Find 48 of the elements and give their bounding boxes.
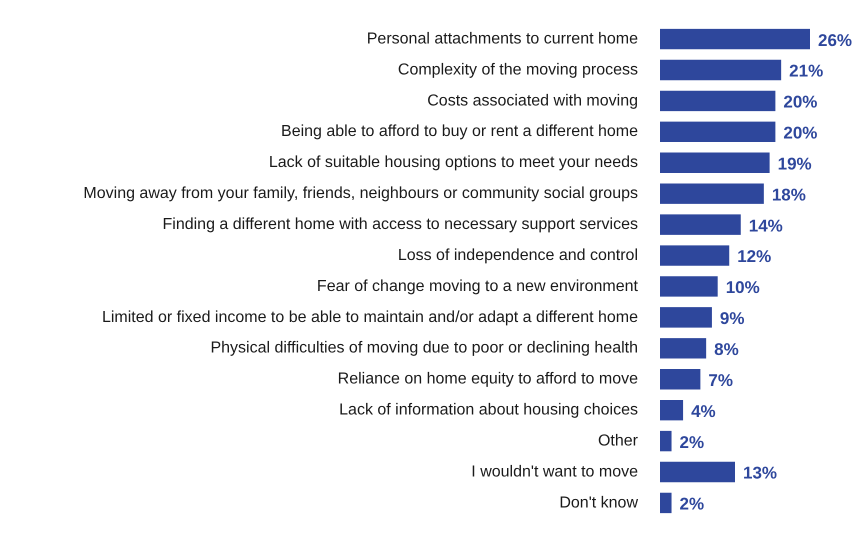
data-label: 20% xyxy=(783,124,818,143)
bar xyxy=(660,214,741,235)
y-tick-label: Don't know xyxy=(559,494,638,512)
data-label: 26% xyxy=(818,30,852,50)
y-tick-label: Reliance on home equity to afford to move xyxy=(338,370,638,388)
y-tick-label: Loss of independence and control xyxy=(398,246,638,264)
y-tick-label: Lack of information about housing choices xyxy=(339,402,638,419)
y-tick-label: Fear of change moving to a new environment xyxy=(316,278,639,295)
data-label: 10% xyxy=(726,278,760,298)
bar xyxy=(660,430,672,452)
y-tick-label: Complexity of the moving process xyxy=(398,61,638,78)
y-tick-label: Finding a different home with access to necessary support services xyxy=(162,216,638,234)
bar xyxy=(660,28,810,50)
data-label: 13% xyxy=(743,464,778,483)
bar xyxy=(660,492,672,514)
data-label: 20% xyxy=(783,92,818,112)
bar xyxy=(660,122,776,142)
data-label: 2% xyxy=(680,432,704,452)
data-label: 9% xyxy=(720,309,744,328)
data-label: 2% xyxy=(680,494,704,514)
bar xyxy=(660,276,718,297)
bar xyxy=(660,400,684,420)
bar xyxy=(660,338,706,359)
bar xyxy=(660,369,700,390)
y-tick-label: Personal attachments to current home xyxy=(366,30,638,48)
data-label: 4% xyxy=(691,402,716,421)
y-tick-label: I wouldn't want to move xyxy=(471,463,638,480)
bar xyxy=(660,60,782,80)
data-label: 7% xyxy=(708,370,733,390)
bar xyxy=(660,183,764,204)
bar xyxy=(660,307,712,328)
data-label: 18% xyxy=(772,185,806,204)
y-tick-label: Being able to afford to buy or rent a different home xyxy=(281,123,638,140)
y-tick-label: Moving away from your family, friends, neighbours or community social groups xyxy=(83,185,638,202)
data-label: 8% xyxy=(714,340,739,359)
bar xyxy=(660,152,770,173)
y-tick-label: Lack of suitable housing options to meet your needs xyxy=(268,154,638,172)
bar xyxy=(660,462,735,482)
data-label: 14% xyxy=(748,216,783,236)
y-tick-label: Limited or fixed income to be able to maintain and/or adapt a different home xyxy=(102,308,638,326)
data-label: 12% xyxy=(737,247,772,266)
data-label: 21% xyxy=(789,62,824,81)
bar xyxy=(660,245,730,266)
y-tick-label: Other xyxy=(598,432,639,450)
bar xyxy=(660,90,776,112)
y-tick-label: Costs associated with moving xyxy=(427,92,638,110)
data-label: 19% xyxy=(778,154,812,174)
y-tick-label: Physical difficulties of moving due to poor or declining health xyxy=(210,340,638,357)
